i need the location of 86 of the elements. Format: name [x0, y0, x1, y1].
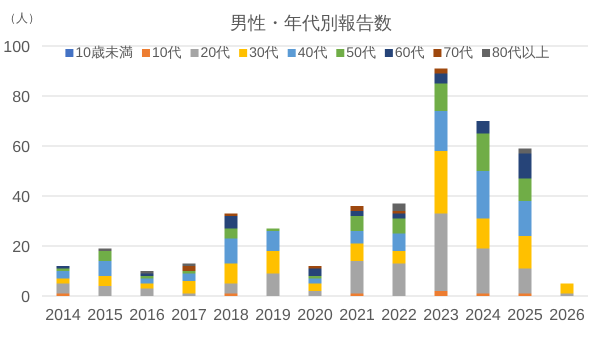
x-tick-label: 2017	[171, 307, 207, 324]
x-tick-label: 2025	[507, 307, 543, 324]
bar	[182, 274, 196, 281]
bar	[308, 268, 322, 276]
bar	[518, 201, 532, 236]
bar	[140, 278, 154, 284]
x-tick-label: 2024	[465, 307, 501, 324]
bar	[266, 231, 280, 251]
bar	[308, 291, 322, 296]
bar	[224, 264, 238, 284]
bar	[476, 218, 490, 248]
x-tick-label: 2018	[213, 307, 249, 324]
bar	[476, 121, 490, 134]
y-tick-label: 100	[3, 39, 30, 56]
bar	[308, 284, 322, 291]
x-tick-label: 2021	[339, 307, 375, 324]
chart-title: 男性・年代別報告数	[230, 13, 392, 33]
legend-label: 10歳未満	[75, 44, 133, 60]
bar	[392, 218, 406, 234]
bar	[266, 274, 280, 296]
x-tick-label: 2023	[423, 307, 459, 324]
bar	[518, 154, 532, 178]
x-tick-label: 2019	[255, 307, 291, 324]
bar	[434, 291, 448, 296]
bar	[182, 266, 196, 271]
bar	[434, 214, 448, 291]
x-tick-label: 2016	[129, 307, 165, 324]
bar	[308, 278, 322, 284]
bar	[224, 228, 238, 238]
bar	[350, 244, 364, 261]
bar	[434, 84, 448, 111]
bar	[350, 231, 364, 244]
y-axis-title: （人）	[4, 11, 40, 25]
y-tick-label: 80	[12, 89, 30, 106]
bar	[350, 216, 364, 231]
y-tick-label: 0	[21, 289, 30, 306]
bar	[350, 211, 364, 216]
bar	[98, 251, 112, 261]
legend-label: 20代	[200, 44, 230, 60]
y-tick-label: 60	[12, 139, 30, 156]
legend-label: 50代	[346, 44, 376, 60]
x-tick-label: 2026	[549, 307, 585, 324]
y-tick-label: 40	[12, 189, 30, 206]
x-tick-label: 2015	[87, 307, 123, 324]
legend-label: 60代	[394, 44, 424, 60]
bar	[224, 284, 238, 294]
bar	[476, 171, 490, 218]
bar	[518, 148, 532, 154]
x-tick-label: 2022	[381, 307, 417, 324]
bar	[350, 261, 364, 294]
bar	[140, 284, 154, 288]
bar	[392, 251, 406, 264]
bar	[56, 284, 70, 294]
bar	[392, 264, 406, 296]
bar	[350, 206, 364, 211]
bar	[518, 236, 532, 268]
bar	[434, 68, 448, 74]
y-tick-label: 20	[12, 239, 30, 256]
legend-label: 70代	[443, 44, 474, 60]
bar	[434, 74, 448, 84]
bar	[392, 204, 406, 211]
bar	[98, 261, 112, 276]
bar	[56, 271, 70, 278]
bar	[98, 286, 112, 296]
x-tick-label: 2014	[45, 307, 81, 324]
bar	[476, 248, 490, 294]
bar	[392, 214, 406, 218]
legend-label: 30代	[249, 44, 279, 60]
bar	[140, 288, 154, 296]
legend-label: 80代以上	[492, 44, 550, 60]
legend-label: 10代	[152, 44, 182, 60]
bar	[518, 178, 532, 201]
bar	[476, 134, 490, 171]
bar	[434, 111, 448, 151]
bar	[434, 151, 448, 214]
bar	[560, 284, 574, 294]
bar	[224, 238, 238, 264]
legend-label: 40代	[298, 44, 328, 60]
x-tick-label: 2020	[297, 307, 333, 324]
bar	[224, 216, 238, 228]
bar	[392, 234, 406, 251]
bar	[98, 276, 112, 286]
bar	[56, 278, 70, 284]
bar	[518, 268, 532, 294]
bar	[266, 251, 280, 274]
bar	[182, 281, 196, 294]
